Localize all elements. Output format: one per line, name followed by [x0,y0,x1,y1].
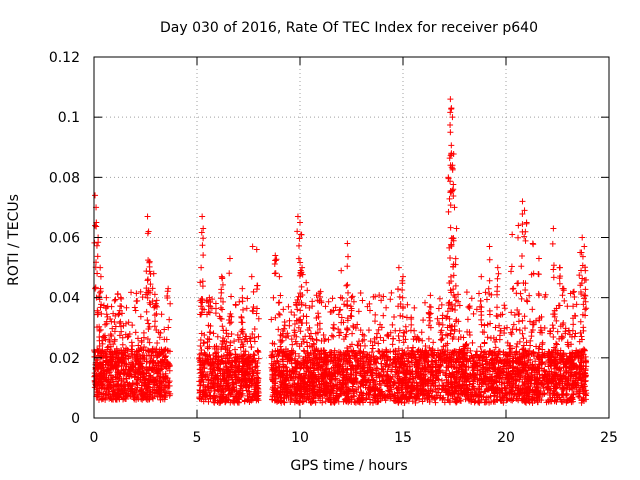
data-point [137,313,144,320]
data-point [137,288,144,295]
data-point [158,311,165,318]
data-point [134,335,141,342]
data-point [97,326,104,333]
data-point [161,336,168,343]
data-point [114,290,121,297]
data-point [124,334,131,341]
data-points [91,96,590,406]
data-point [161,326,168,333]
data-point [138,339,145,346]
data-point [163,353,170,360]
data-point [99,340,106,347]
data-point [154,339,161,346]
data-point [109,325,116,332]
data-point [122,320,129,327]
data-point [132,329,139,336]
data-point [103,311,110,318]
data-point [111,297,118,304]
data-point [153,297,160,304]
data-point [98,396,105,403]
data-point [143,352,150,359]
data-point [131,304,138,311]
data-point [166,348,173,355]
data-point [156,334,163,341]
data-point [129,322,136,329]
data-point [128,289,135,296]
